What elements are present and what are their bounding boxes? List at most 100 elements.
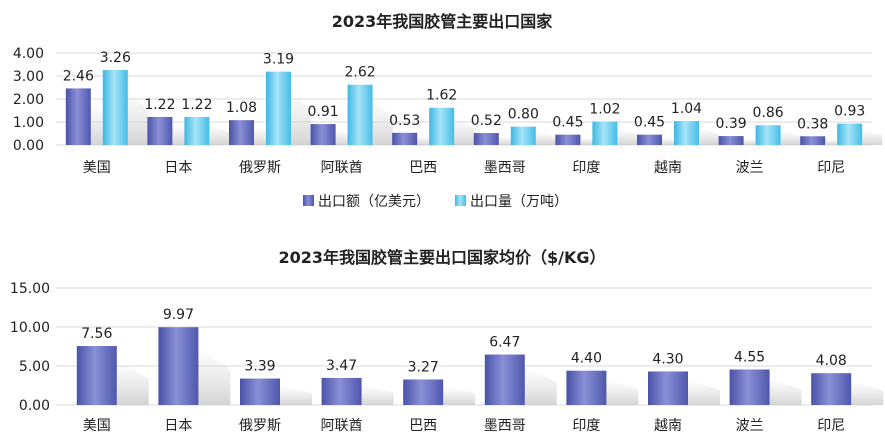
x-category-label: 墨西哥	[484, 160, 526, 176]
bar	[674, 121, 699, 145]
data-label: 1.22	[181, 97, 212, 113]
y-tick-label: 1.00	[13, 115, 44, 131]
data-label: 0.38	[797, 116, 828, 132]
data-label: 1.02	[589, 102, 620, 118]
data-label: 4.30	[652, 351, 683, 367]
bar	[403, 379, 444, 405]
bar-shadow	[372, 99, 393, 145]
bar	[755, 125, 781, 145]
y-tick-label: 0.00	[19, 398, 50, 414]
x-category-label: 越南	[654, 418, 682, 434]
data-label: 3.26	[100, 50, 131, 66]
y-tick-label: 2.00	[13, 92, 44, 108]
bar	[310, 124, 336, 145]
bar-shadow	[127, 88, 148, 145]
bar-shadow	[780, 130, 801, 145]
data-label: 0.52	[471, 113, 502, 129]
x-category-label: 印度	[572, 418, 600, 434]
bar	[392, 132, 418, 145]
data-label: 2.46	[63, 68, 94, 84]
x-category-label: 越南	[654, 160, 682, 176]
data-label: 3.27	[408, 359, 439, 375]
x-category-label: 日本	[164, 160, 192, 176]
price-chart: 2023年我国胶管主要出口国家均价（$/KG） 0.00 5.00 10.00 15.…	[10, 248, 884, 434]
bar	[637, 134, 662, 145]
bar-shadow	[198, 346, 231, 405]
bar	[158, 327, 199, 405]
bar-shadow	[688, 379, 720, 405]
bar	[484, 354, 525, 405]
bar-shadow	[209, 123, 230, 145]
x-category-label: 波兰	[736, 418, 764, 434]
x-category-label: 印尼	[817, 160, 845, 176]
x-category-label: 俄罗斯	[239, 160, 281, 176]
data-label: 4.55	[734, 350, 765, 366]
x-category-label: 俄罗斯	[239, 418, 281, 434]
bar	[240, 378, 280, 405]
bar	[102, 70, 128, 145]
data-label: 1.04	[671, 101, 702, 117]
bar	[729, 369, 770, 405]
data-label: 4.08	[816, 353, 847, 369]
data-label: 6.47	[489, 335, 520, 351]
bar-shadow	[535, 131, 556, 145]
legend-swatch-export-volume	[455, 195, 466, 206]
bar	[184, 116, 210, 145]
data-label: 0.80	[508, 107, 539, 123]
y-tick-label: 15.00	[10, 281, 50, 297]
y-tick-label: 4.00	[13, 46, 44, 62]
bar-shadow	[443, 385, 476, 405]
data-label: 0.39	[716, 116, 747, 132]
x-category-label: 阿联酋	[321, 417, 363, 434]
data-label: 9.97	[163, 307, 194, 323]
bar	[65, 88, 91, 145]
data-label: 0.86	[753, 105, 784, 121]
bar	[266, 71, 291, 145]
bar-shadow	[291, 89, 311, 145]
legend: 出口额（亿美元） 出口量（万吨）	[303, 194, 568, 210]
bar-shadow	[862, 128, 883, 145]
bar	[429, 107, 455, 145]
bar-shadow	[851, 381, 884, 405]
export-chart: 2023年我国胶管主要出口国家 0.00 1.00 2.00 3.00 4.00 2.4…	[13, 12, 883, 210]
x-category-label: 日本	[164, 418, 192, 434]
x-category-label: 印尼	[817, 418, 845, 434]
x-category-label: 印度	[572, 160, 600, 176]
data-label: 2.62	[345, 65, 376, 81]
bar	[229, 120, 254, 145]
bar	[347, 84, 373, 145]
bar-shadow	[454, 117, 475, 145]
bar	[648, 371, 688, 405]
x-category-label: 阿联酋	[321, 159, 363, 176]
bar-shadow	[617, 127, 638, 145]
x-category-label: 美国	[83, 418, 111, 434]
bar	[592, 121, 618, 145]
x-category-label: 波兰	[736, 160, 764, 176]
bar	[718, 136, 744, 145]
x-category-label: 美国	[83, 160, 111, 176]
data-label: 0.53	[389, 113, 420, 129]
legend-label-export-value: 出口额（亿美元）	[318, 194, 430, 210]
bar	[800, 136, 826, 145]
x-category-label: 墨西哥	[484, 418, 526, 434]
bar	[321, 377, 362, 405]
bar	[555, 134, 581, 145]
bar-shadow	[116, 360, 149, 405]
data-label: 7.56	[81, 326, 112, 342]
data-label: 0.93	[834, 104, 865, 120]
bar-shadow	[699, 127, 719, 145]
data-label: 3.47	[326, 358, 357, 374]
legend-label-export-volume: 出口量（万吨）	[470, 194, 568, 210]
data-label: 3.19	[263, 52, 294, 68]
data-label: 3.39	[244, 359, 275, 375]
bar-shadow	[769, 378, 802, 405]
data-label: 0.91	[308, 104, 339, 120]
legend-swatch-export-value	[303, 195, 314, 206]
y-tick-label: 5.00	[19, 359, 50, 375]
bar	[147, 116, 173, 145]
bar	[510, 126, 536, 145]
x-category-label: 巴西	[409, 160, 437, 176]
data-label: 4.40	[571, 351, 602, 367]
data-label: 1.08	[226, 100, 257, 116]
bar	[566, 370, 607, 405]
